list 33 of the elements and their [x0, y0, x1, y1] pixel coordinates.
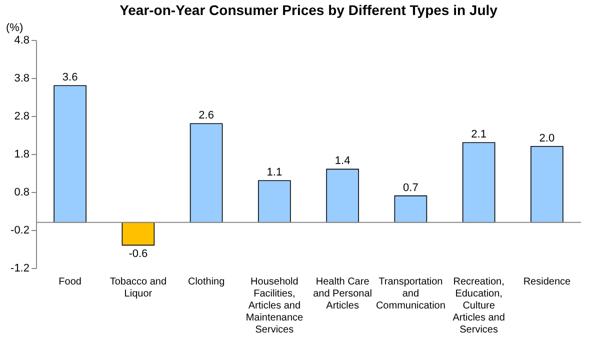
bar: [190, 123, 223, 223]
x-tick-label: Transportation and Communication: [376, 276, 446, 312]
y-tick-label: 4.8: [14, 34, 30, 46]
bar: [122, 222, 155, 246]
bar: [462, 142, 496, 223]
x-tick-label: Food: [58, 276, 82, 288]
bar: [530, 146, 564, 223]
x-tick-label: Residence: [523, 276, 571, 288]
x-tick-label: Household Facilities, Articles and Maintenance Services: [246, 276, 304, 336]
x-tick-label: Clothing: [188, 276, 225, 288]
y-tick-label: -1.2: [10, 262, 30, 274]
data-label: 2.6: [198, 110, 214, 122]
bar: [258, 180, 291, 223]
data-label: 1.1: [266, 166, 282, 179]
y-axis-title: (%): [6, 22, 24, 34]
y-tick-label: 0.8: [14, 186, 30, 198]
chart-title: Year-on-Year Consumer Prices by Different Types in July: [120, 2, 498, 18]
bar: [394, 195, 428, 223]
bar: [54, 85, 86, 223]
y-tick-label: 1.8: [14, 148, 30, 160]
x-tick-label: Recreation, Education, Culture Articles and Services: [452, 276, 505, 336]
data-label: 0.7: [403, 182, 418, 194]
y-tick-label: -0.2: [10, 224, 30, 236]
bar: [326, 168, 359, 223]
y-tick-label: 2.8: [14, 110, 30, 122]
data-label: 3.6: [62, 72, 78, 84]
y-tick-label: 3.8: [14, 72, 30, 84]
data-label: 2.0: [539, 132, 555, 144]
x-tick-label: Health Care and Personal Articles: [313, 276, 372, 312]
data-label: 1.4: [334, 155, 350, 168]
data-label: -0.6: [128, 248, 148, 260]
x-tick-label: Tobacco and Liquor: [110, 276, 167, 300]
data-label: 2.1: [471, 128, 486, 141]
